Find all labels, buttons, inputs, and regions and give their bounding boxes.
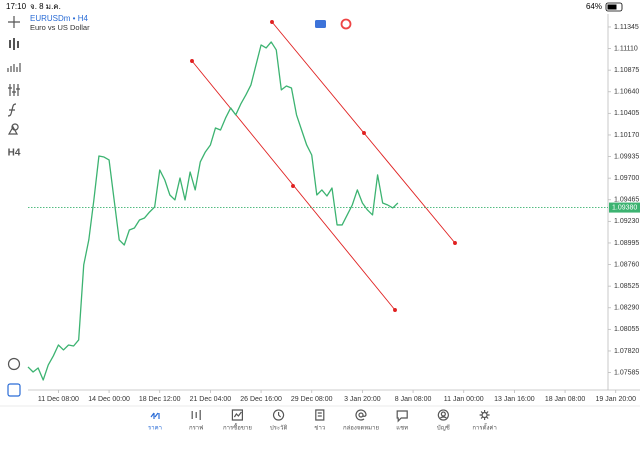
settings-tool[interactable] bbox=[8, 84, 20, 96]
y-tick-label: 1.10875 bbox=[614, 67, 639, 74]
nav-item[interactable]: กราฟ bbox=[189, 410, 203, 432]
x-tick-label: 18 Jan 08:00 bbox=[545, 396, 586, 403]
quick-trade[interactable] bbox=[7, 357, 21, 371]
y-tick-label: 1.08290 bbox=[614, 305, 639, 312]
x-tick-label: 29 Dec 08:00 bbox=[291, 396, 333, 403]
bottom-nav: ราคา กราฟ การซื้อขาย ประวัติ ข่าว กล่องจดหมาย… bbox=[148, 409, 497, 432]
nav-label[interactable]: กราฟ bbox=[189, 425, 203, 432]
sell-button[interactable] bbox=[315, 20, 326, 28]
y-tick-label: 1.09935 bbox=[614, 153, 639, 160]
x-tick-label: 3 Jan 20:00 bbox=[344, 396, 381, 403]
x-tick-label: 8 Jan 08:00 bbox=[395, 396, 432, 403]
x-tick-label: 19 Jan 20:00 bbox=[595, 396, 636, 403]
status-time: 17:10 bbox=[6, 2, 27, 11]
nav-item[interactable]: ข่าว bbox=[314, 409, 325, 432]
y-tick-label: 1.09700 bbox=[614, 175, 639, 182]
x-tick-label: 18 Dec 12:00 bbox=[139, 396, 181, 403]
nav-icon[interactable] bbox=[396, 410, 408, 423]
y-tick-label: 1.08760 bbox=[614, 261, 639, 268]
chart-title: EURUSDm • H4 bbox=[30, 14, 88, 23]
nav-label[interactable]: การตั้งค่า bbox=[472, 422, 496, 432]
chart-type-tool[interactable] bbox=[9, 38, 19, 50]
channel-point bbox=[453, 241, 457, 245]
nav-label[interactable]: บัญชี bbox=[437, 424, 450, 432]
channel-point bbox=[270, 20, 274, 24]
y-tick-label: 1.10405 bbox=[614, 110, 639, 117]
status-battery: 64% bbox=[586, 2, 602, 11]
battery-level bbox=[607, 4, 617, 10]
x-tick-label: 11 Dec 08:00 bbox=[38, 396, 79, 403]
y-tick-label: 1.08995 bbox=[614, 240, 639, 247]
nav-label[interactable]: การซื้อขาย bbox=[223, 422, 252, 432]
y-tick-label: 1.07820 bbox=[614, 348, 639, 355]
nav-icon[interactable] bbox=[355, 409, 367, 421]
indicator-tool[interactable] bbox=[7, 63, 21, 72]
nav-label[interactable]: ราคา bbox=[148, 425, 162, 432]
crosshair-tool[interactable] bbox=[8, 16, 20, 28]
nav-label[interactable]: ประวัติ bbox=[270, 425, 288, 432]
price-line bbox=[27, 41, 399, 381]
nav-item[interactable]: กล่องจดหมาย bbox=[343, 409, 379, 432]
y-tick-label: 1.09465 bbox=[614, 197, 639, 204]
nav-icon[interactable] bbox=[231, 409, 243, 421]
channel-point bbox=[393, 308, 397, 312]
channel-point bbox=[190, 59, 194, 63]
nav-item[interactable]: ประวัติ bbox=[270, 409, 288, 432]
channel-point bbox=[291, 184, 295, 188]
y-tick-label: 1.09230 bbox=[614, 218, 639, 225]
battery-icon bbox=[605, 2, 623, 12]
one-click[interactable] bbox=[7, 383, 21, 397]
nav-label[interactable]: ข่าว bbox=[314, 425, 325, 432]
nav-item[interactable]: แชท bbox=[396, 410, 408, 432]
nav-item[interactable]: การตั้งค่า bbox=[472, 410, 497, 432]
nav-icon[interactable] bbox=[479, 410, 490, 420]
left-toolbar bbox=[7, 16, 21, 397]
y-tick-label: 1.11110 bbox=[614, 45, 638, 52]
x-tick-label: 11 Jan 00:00 bbox=[444, 396, 484, 403]
y-tick-label: 1.08055 bbox=[614, 326, 639, 333]
x-tick-label: 14 Dec 00:00 bbox=[88, 396, 130, 403]
channel-point bbox=[362, 131, 366, 135]
y-tick-label: 1.10170 bbox=[614, 132, 639, 139]
nav-item[interactable]: บัญชี bbox=[437, 409, 450, 432]
nav-item[interactable]: ราคา bbox=[148, 412, 162, 432]
x-tick-label: 26 Dec 16:00 bbox=[240, 396, 282, 403]
current-price-label: 1.09380 bbox=[612, 204, 637, 211]
nav-icon[interactable] bbox=[315, 409, 325, 421]
y-tick-label: 1.08525 bbox=[614, 283, 639, 290]
y-tick-label: 1.10640 bbox=[614, 89, 639, 96]
x-tick-label: 13 Jan 16:00 bbox=[494, 396, 535, 403]
nav-icon[interactable] bbox=[272, 409, 285, 421]
y-tick-label: 1.11345 bbox=[614, 24, 639, 31]
nav-icon[interactable] bbox=[191, 410, 201, 420]
objects-tool[interactable] bbox=[7, 123, 19, 135]
nav-icon[interactable] bbox=[150, 412, 160, 419]
nav-label[interactable]: กล่องจดหมาย bbox=[343, 425, 379, 432]
current-price-tag bbox=[609, 202, 640, 213]
trend-channel bbox=[190, 20, 457, 312]
timeframe-button[interactable]: H4 bbox=[8, 148, 21, 159]
status-date: จ. 8 ม.ค. bbox=[30, 2, 61, 11]
y-tick-label: 1.07585 bbox=[614, 369, 639, 376]
nav-icon[interactable] bbox=[437, 409, 449, 421]
nav-item[interactable]: การซื้อขาย bbox=[223, 409, 252, 432]
x-tick-label: 21 Dec 04:00 bbox=[190, 396, 232, 403]
buy-button[interactable] bbox=[340, 18, 352, 30]
chart-subtitle: Euro vs US Dollar bbox=[30, 23, 90, 32]
function-tool[interactable] bbox=[7, 103, 17, 117]
nav-label[interactable]: แชท bbox=[396, 425, 408, 432]
